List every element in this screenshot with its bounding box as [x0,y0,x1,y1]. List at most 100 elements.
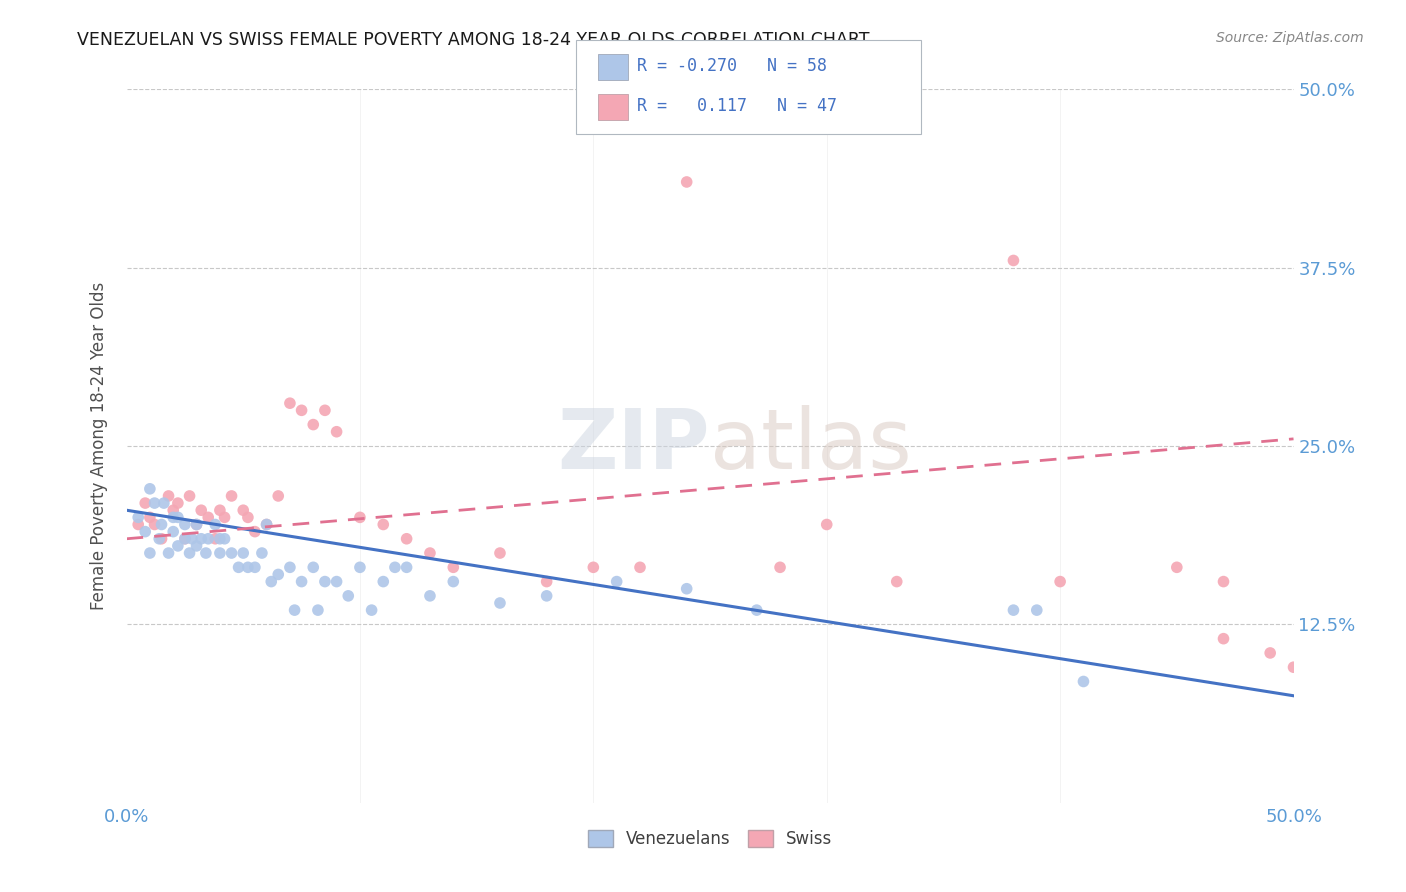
Point [628,560,651,574]
Point [769,560,792,574]
Point [143,496,166,510]
Point [886,574,908,589]
Point [221,489,243,503]
Point [260,574,283,589]
Point [1166,560,1188,574]
Point [180,532,202,546]
Text: R = -0.270   N = 58: R = -0.270 N = 58 [637,57,827,75]
Point [606,574,628,589]
Point [236,560,259,574]
Point [1212,574,1234,589]
Point [162,503,184,517]
Point [815,517,838,532]
Point [441,560,464,574]
Point [325,574,347,589]
Point [373,574,395,589]
Point [134,524,156,539]
Text: R =   0.117   N = 47: R = 0.117 N = 47 [637,97,837,115]
Point [236,510,259,524]
Point [143,517,166,532]
Point [221,546,243,560]
Point [214,510,236,524]
Point [1073,674,1095,689]
Point [134,496,156,510]
Point [243,524,266,539]
Text: Source: ZipAtlas.com: Source: ZipAtlas.com [1216,31,1364,45]
Point [243,560,266,574]
Point [278,396,301,410]
Point [395,560,418,574]
Point [302,417,325,432]
Point [150,517,173,532]
Point [127,510,149,524]
Point [1258,646,1281,660]
Point [256,517,278,532]
Point [314,403,336,417]
Point [232,503,254,517]
Point [153,496,176,510]
Point [179,489,201,503]
Point [179,546,201,560]
Point [267,567,290,582]
Point [278,560,301,574]
Point [419,589,441,603]
Point [204,532,226,546]
Point [186,517,208,532]
Point [419,546,441,560]
Point [1025,603,1047,617]
Point [675,582,697,596]
Point [290,574,312,589]
Point [186,539,208,553]
Point [204,517,226,532]
Point [441,574,464,589]
Point [325,425,347,439]
Point [384,560,406,574]
Point [186,517,208,532]
Text: VENEZUELAN VS SWISS FEMALE POVERTY AMONG 18-24 YEAR OLDS CORRELATION CHART: VENEZUELAN VS SWISS FEMALE POVERTY AMONG… [77,31,870,49]
Text: ZIP: ZIP [558,406,710,486]
Point [174,517,197,532]
Point [162,510,184,524]
Point [214,532,236,546]
Point [157,546,180,560]
Point [373,517,395,532]
Point [536,589,558,603]
Point [395,532,418,546]
Point [232,546,254,560]
Point [745,603,768,617]
Point [302,560,325,574]
Point [208,532,231,546]
Text: atlas: atlas [710,406,911,486]
Point [194,546,217,560]
Point [1002,253,1025,268]
Point [307,603,329,617]
Point [489,596,512,610]
Point [150,532,173,546]
Point [167,496,190,510]
Point [139,546,162,560]
Point [489,546,512,560]
Point [167,510,190,524]
Point [139,510,162,524]
Point [162,524,184,539]
Point [127,517,149,532]
Point [197,510,219,524]
Point [675,175,697,189]
Point [1282,660,1305,674]
Point [314,574,336,589]
Point [250,546,273,560]
Point [349,560,371,574]
Point [174,532,197,546]
Point [228,560,250,574]
Point [256,517,278,532]
Legend: Venezuelans, Swiss: Venezuelans, Swiss [581,823,839,855]
Y-axis label: Female Poverty Among 18-24 Year Olds: Female Poverty Among 18-24 Year Olds [90,282,108,610]
Point [167,539,190,553]
Point [267,489,290,503]
Point [1212,632,1234,646]
Point [360,603,382,617]
Point [190,503,212,517]
Point [148,532,170,546]
Point [174,532,197,546]
Point [284,603,307,617]
